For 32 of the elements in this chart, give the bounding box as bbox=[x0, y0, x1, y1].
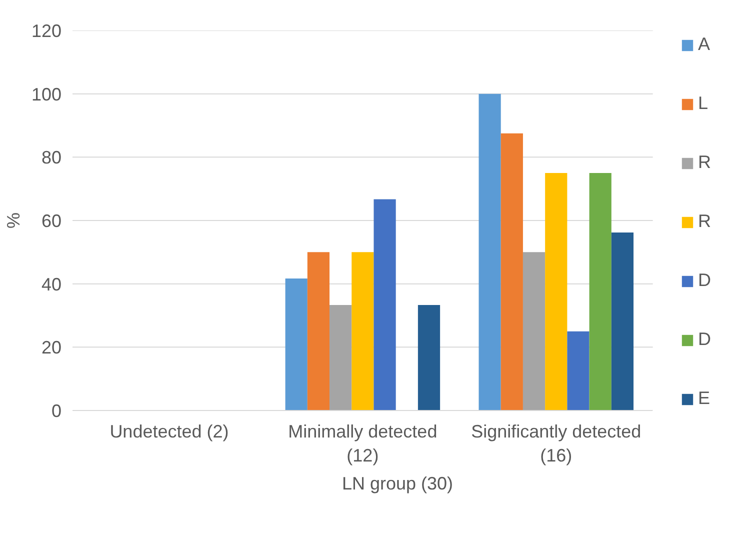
bar bbox=[500, 133, 523, 410]
y-tick-label: 60 bbox=[41, 211, 62, 231]
legend-label: R bbox=[698, 152, 712, 173]
legend-label: R bbox=[698, 211, 712, 232]
legend-label: E bbox=[698, 388, 712, 409]
bar bbox=[330, 305, 352, 410]
bar bbox=[478, 94, 501, 410]
y-tick-label: 20 bbox=[41, 338, 62, 358]
legend-label: A bbox=[698, 34, 712, 55]
bar bbox=[611, 232, 634, 410]
y-tick-label: 0 bbox=[51, 401, 62, 421]
x-tick-label: Minimally detected (12) bbox=[288, 422, 438, 466]
y-tick-label: 40 bbox=[41, 274, 62, 294]
x-tick-label: Significantly detected (16) bbox=[471, 422, 642, 466]
bar bbox=[374, 199, 396, 410]
y-tick-label: 80 bbox=[41, 148, 62, 168]
bar bbox=[352, 252, 374, 410]
y-tick-label: 100 bbox=[31, 84, 62, 104]
legend-label: D bbox=[698, 329, 712, 350]
bar bbox=[522, 252, 546, 410]
y-tick-label: 120 bbox=[31, 21, 62, 41]
x-tick-label: Undetected (2) bbox=[110, 422, 229, 442]
y-axis-title: % bbox=[3, 212, 24, 228]
bar bbox=[589, 173, 612, 410]
bar bbox=[285, 278, 308, 410]
bar bbox=[418, 305, 440, 410]
legend-label: L bbox=[698, 93, 710, 114]
bar bbox=[545, 173, 568, 410]
bar bbox=[307, 252, 330, 410]
x-axis-title: LN group (30) bbox=[342, 474, 454, 494]
legend-label: D bbox=[698, 270, 712, 291]
bar bbox=[567, 331, 590, 410]
